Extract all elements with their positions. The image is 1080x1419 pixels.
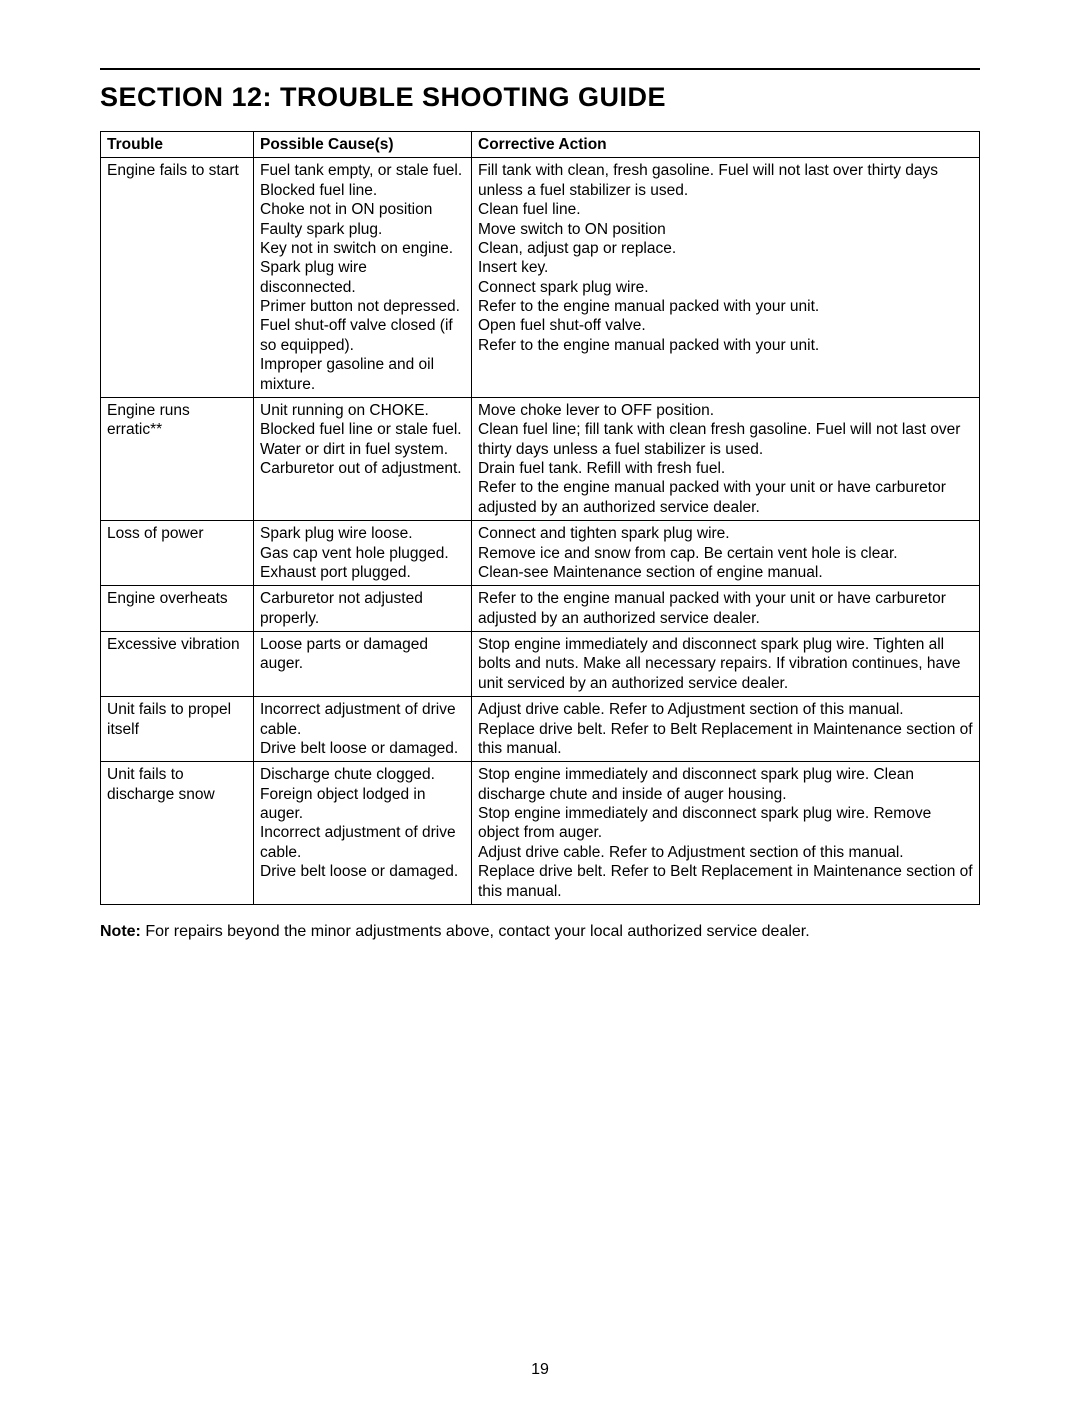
cause-text: Drive belt loose or damaged.: [260, 862, 465, 881]
cause-text: Blocked fuel line.: [260, 181, 465, 200]
table-row: Excessive vibrationLoose parts or damage…: [101, 632, 980, 697]
action-text: Open fuel shut-off valve.: [478, 316, 973, 335]
action-text: Drain fuel tank. Refill with fresh fuel.: [478, 459, 973, 478]
table-row: Engine fails to startFuel tank empty, or…: [101, 158, 980, 398]
action-text: Clean fuel line.: [478, 200, 973, 219]
top-rule: [100, 68, 980, 70]
cause-text: Incorrect adjustment of drive cable.: [260, 700, 465, 739]
troubleshooting-table: Trouble Possible Cause(s) Corrective Act…: [100, 131, 980, 905]
action-text: Refer to the engine manual packed with y…: [478, 297, 973, 316]
trouble-cell: Unit fails to discharge snow: [101, 762, 254, 905]
cause-text: Fuel tank empty, or stale fuel.: [260, 161, 465, 180]
action-text: Move switch to ON position: [478, 220, 973, 239]
action-cell: Refer to the engine manual packed with y…: [472, 586, 980, 632]
trouble-cell: Loss of power: [101, 521, 254, 586]
table-row: Loss of powerSpark plug wire loose.Gas c…: [101, 521, 980, 586]
action-text: Clean fuel line; fill tank with clean fr…: [478, 420, 973, 459]
action-cell: Adjust drive cable. Refer to Adjustment …: [472, 697, 980, 762]
action-text: Refer to the engine manual packed with y…: [478, 336, 973, 355]
cause-text: Blocked fuel line or stale fuel.: [260, 420, 465, 439]
action-text: Fill tank with clean, fresh gasoline. Fu…: [478, 161, 973, 200]
cause-text: Drive belt loose or damaged.: [260, 739, 465, 758]
cause-cell: Spark plug wire loose.Gas cap vent hole …: [254, 521, 472, 586]
cause-text: Carburetor out of adjustment.: [260, 459, 465, 478]
note-label: Note:: [100, 923, 141, 940]
cause-cell: Unit running on CHOKE.Blocked fuel line …: [254, 397, 472, 520]
action-cell: Stop engine immediately and disconnect s…: [472, 632, 980, 697]
action-text: Refer to the engine manual packed with y…: [478, 589, 973, 628]
note-paragraph: Note: For repairs beyond the minor adjus…: [100, 923, 980, 941]
cause-cell: Incorrect adjustment of drive cable.Driv…: [254, 697, 472, 762]
col-header-action: Corrective Action: [472, 132, 980, 158]
cause-text: Fuel shut-off valve closed (if so equipp…: [260, 316, 465, 355]
cause-cell: Carburetor not adjusted properly.: [254, 586, 472, 632]
action-text: Replace drive belt. Refer to Belt Replac…: [478, 862, 973, 901]
cause-text: Primer button not depressed.: [260, 297, 465, 316]
action-cell: Stop engine immediately and disconnect s…: [472, 762, 980, 905]
action-text: Remove ice and snow from cap. Be certain…: [478, 544, 973, 563]
cause-text: Unit running on CHOKE.: [260, 401, 465, 420]
col-header-cause: Possible Cause(s): [254, 132, 472, 158]
table-row: Unit fails to propel itselfIncorrect adj…: [101, 697, 980, 762]
action-text: Connect and tighten spark plug wire.: [478, 524, 973, 543]
table-row: Engine overheatsCarburetor not adjusted …: [101, 586, 980, 632]
section-title: SECTION 12: TROUBLE SHOOTING GUIDE: [100, 82, 980, 113]
cause-text: Gas cap vent hole plugged.: [260, 544, 465, 563]
action-text: Stop engine immediately and disconnect s…: [478, 765, 973, 804]
action-cell: Fill tank with clean, fresh gasoline. Fu…: [472, 158, 980, 398]
cause-text: Key not in switch on engine.: [260, 239, 465, 258]
cause-text: Incorrect adjustment of drive cable.: [260, 823, 465, 862]
cause-text: Choke not in ON position: [260, 200, 465, 219]
action-text: Move choke lever to OFF position.: [478, 401, 973, 420]
cause-text: Faulty spark plug.: [260, 220, 465, 239]
table-header-row: Trouble Possible Cause(s) Corrective Act…: [101, 132, 980, 158]
table-row: Engine runs erratic**Unit running on CHO…: [101, 397, 980, 520]
cause-text: Water or dirt in fuel system.: [260, 440, 465, 459]
action-text: Refer to the engine manual packed with y…: [478, 478, 973, 517]
cause-text: Loose parts or damaged auger.: [260, 635, 465, 674]
cause-cell: Discharge chute clogged.Foreign object l…: [254, 762, 472, 905]
col-header-trouble: Trouble: [101, 132, 254, 158]
cause-text: Foreign object lodged in auger.: [260, 785, 465, 824]
action-text: Replace drive belt. Refer to Belt Replac…: [478, 720, 973, 759]
table-row: Unit fails to discharge snowDischarge ch…: [101, 762, 980, 905]
action-cell: Move choke lever to OFF position.Clean f…: [472, 397, 980, 520]
action-text: Insert key.: [478, 258, 973, 277]
cause-text: Discharge chute clogged.: [260, 765, 465, 784]
action-text: Connect spark plug wire.: [478, 278, 973, 297]
cause-text: Exhaust port plugged.: [260, 563, 465, 582]
trouble-cell: Engine overheats: [101, 586, 254, 632]
note-text: For repairs beyond the minor adjustments…: [145, 923, 809, 940]
action-text: Adjust drive cable. Refer to Adjustment …: [478, 700, 973, 719]
trouble-cell: Unit fails to propel itself: [101, 697, 254, 762]
action-text: Stop engine immediately and disconnect s…: [478, 635, 973, 693]
trouble-cell: Excessive vibration: [101, 632, 254, 697]
cause-cell: Loose parts or damaged auger.: [254, 632, 472, 697]
trouble-cell: Engine fails to start: [101, 158, 254, 398]
action-text: Clean, adjust gap or replace.: [478, 239, 973, 258]
action-cell: Connect and tighten spark plug wire.Remo…: [472, 521, 980, 586]
action-text: Stop engine immediately and disconnect s…: [478, 804, 973, 843]
page-number: 19: [100, 1361, 980, 1379]
action-text: Adjust drive cable. Refer to Adjustment …: [478, 843, 973, 862]
cause-cell: Fuel tank empty, or stale fuel.Blocked f…: [254, 158, 472, 398]
action-text: Clean-see Maintenance section of engine …: [478, 563, 973, 582]
cause-text: Improper gasoline and oil mixture.: [260, 355, 465, 394]
cause-text: Spark plug wire disconnected.: [260, 258, 465, 297]
cause-text: Spark plug wire loose.: [260, 524, 465, 543]
trouble-cell: Engine runs erratic**: [101, 397, 254, 520]
cause-text: Carburetor not adjusted properly.: [260, 589, 465, 628]
document-page: SECTION 12: TROUBLE SHOOTING GUIDE Troub…: [0, 0, 1080, 1419]
